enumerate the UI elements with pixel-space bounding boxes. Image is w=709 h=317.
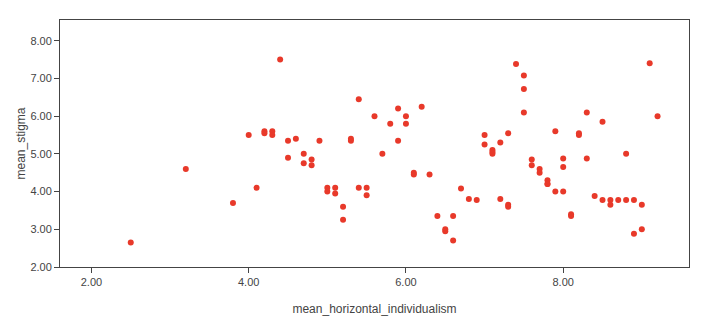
svg-text:7.00: 7.00 xyxy=(30,72,51,84)
svg-text:8.00: 8.00 xyxy=(552,276,573,288)
svg-text:mean_horizontal_individualism: mean_horizontal_individualism xyxy=(292,302,456,316)
svg-text:3.00: 3.00 xyxy=(30,223,51,235)
svg-text:8.00: 8.00 xyxy=(30,35,51,47)
svg-text:2.00: 2.00 xyxy=(81,276,102,288)
svg-text:4.00: 4.00 xyxy=(30,185,51,197)
svg-text:2.00: 2.00 xyxy=(30,261,51,273)
svg-text:6.00: 6.00 xyxy=(30,110,51,122)
svg-text:6.00: 6.00 xyxy=(395,276,416,288)
svg-text:4.00: 4.00 xyxy=(238,276,259,288)
svg-text:mean_stigma: mean_stigma xyxy=(14,107,28,179)
svg-text:5.00: 5.00 xyxy=(30,148,51,160)
